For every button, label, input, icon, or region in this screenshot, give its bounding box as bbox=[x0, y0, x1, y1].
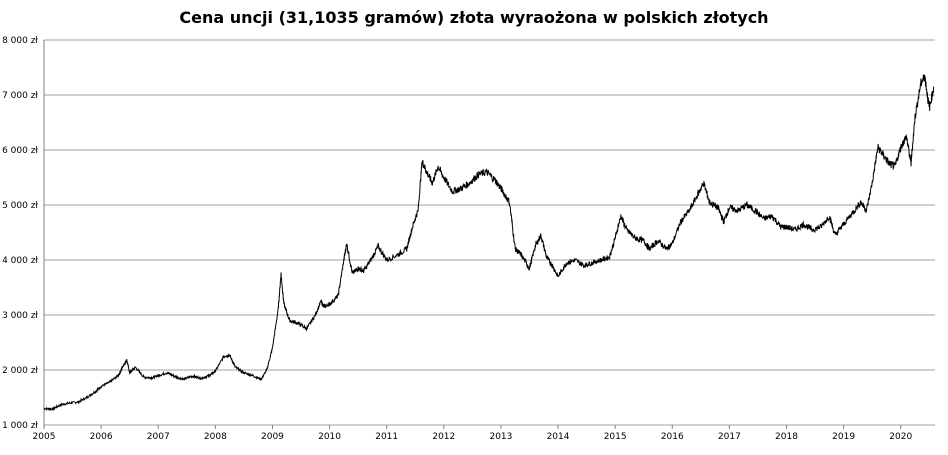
x-tick-label: 2009 bbox=[261, 432, 284, 442]
x-tick-label: 2014 bbox=[547, 432, 570, 442]
y-tick-label: 4 000 zł bbox=[2, 256, 38, 266]
y-tick-label: 1 000 zł bbox=[2, 421, 38, 431]
series-line bbox=[43, 74, 935, 412]
y-tick-label: 7 000 zł bbox=[2, 91, 38, 101]
y-tick-label: 3 000 zł bbox=[2, 311, 38, 321]
y-tick-label: 6 000 zł bbox=[2, 146, 38, 156]
chart-title: Cena uncji (31,1035 gramów) złota wyraoż… bbox=[179, 8, 769, 27]
x-tick-label: 2010 bbox=[318, 432, 341, 442]
y-tick-label: 5 000 zł bbox=[2, 201, 38, 211]
x-tick-label: 2015 bbox=[604, 432, 627, 442]
x-tick-label: 2016 bbox=[661, 432, 684, 442]
y-tick-label: 8 000 zł bbox=[2, 36, 38, 46]
y-tick-label: 2 000 zł bbox=[2, 366, 38, 376]
x-tick-label: 2007 bbox=[147, 432, 170, 442]
x-tick-label: 2019 bbox=[832, 432, 855, 442]
x-tick-label: 2012 bbox=[432, 432, 455, 442]
x-tick-label: 2011 bbox=[375, 432, 398, 442]
x-tick-label: 2017 bbox=[718, 432, 741, 442]
x-tick-label: 2006 bbox=[90, 432, 113, 442]
x-tick-label: 2008 bbox=[204, 432, 227, 442]
x-tick-label: 2018 bbox=[775, 432, 798, 442]
x-tick-label: 2013 bbox=[489, 432, 512, 442]
x-tick-label: 2005 bbox=[33, 432, 56, 442]
x-tick-label: 2020 bbox=[889, 432, 912, 442]
